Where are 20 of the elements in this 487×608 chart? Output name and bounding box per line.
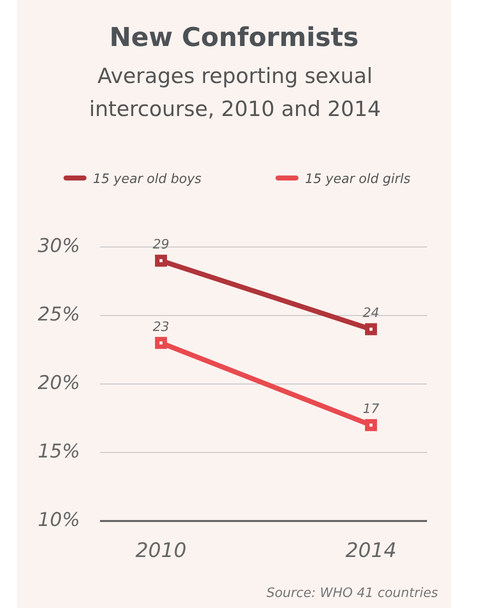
legend-label: 15 year old boys (93, 172, 202, 187)
chart-title: New Conformists (109, 23, 359, 53)
x-tick-label: 2014 (346, 538, 396, 562)
point (365, 323, 377, 336)
y-tick-label: 15% (38, 440, 80, 463)
data-label: 29 (152, 238, 170, 253)
data-label: 23 (152, 320, 170, 335)
chart-subtitle: Averages reporting sexual intercourse, 2010 and 2014 (88, 63, 382, 123)
y-tick-label: 10% (38, 509, 80, 532)
point (155, 336, 167, 349)
data-label: 24 (362, 306, 380, 322)
point (155, 254, 167, 267)
x-tick-label: 2010 (136, 538, 186, 562)
legend-label: 15 year old girls (305, 172, 411, 187)
data-label: 17 (362, 402, 380, 418)
point (365, 419, 377, 432)
source-note: Source: WHO 41 countries (266, 586, 438, 601)
y-tick-label: 30% (38, 235, 80, 258)
y-tick-label: 25% (38, 304, 80, 326)
y-tick-label: 20% (38, 372, 80, 394)
